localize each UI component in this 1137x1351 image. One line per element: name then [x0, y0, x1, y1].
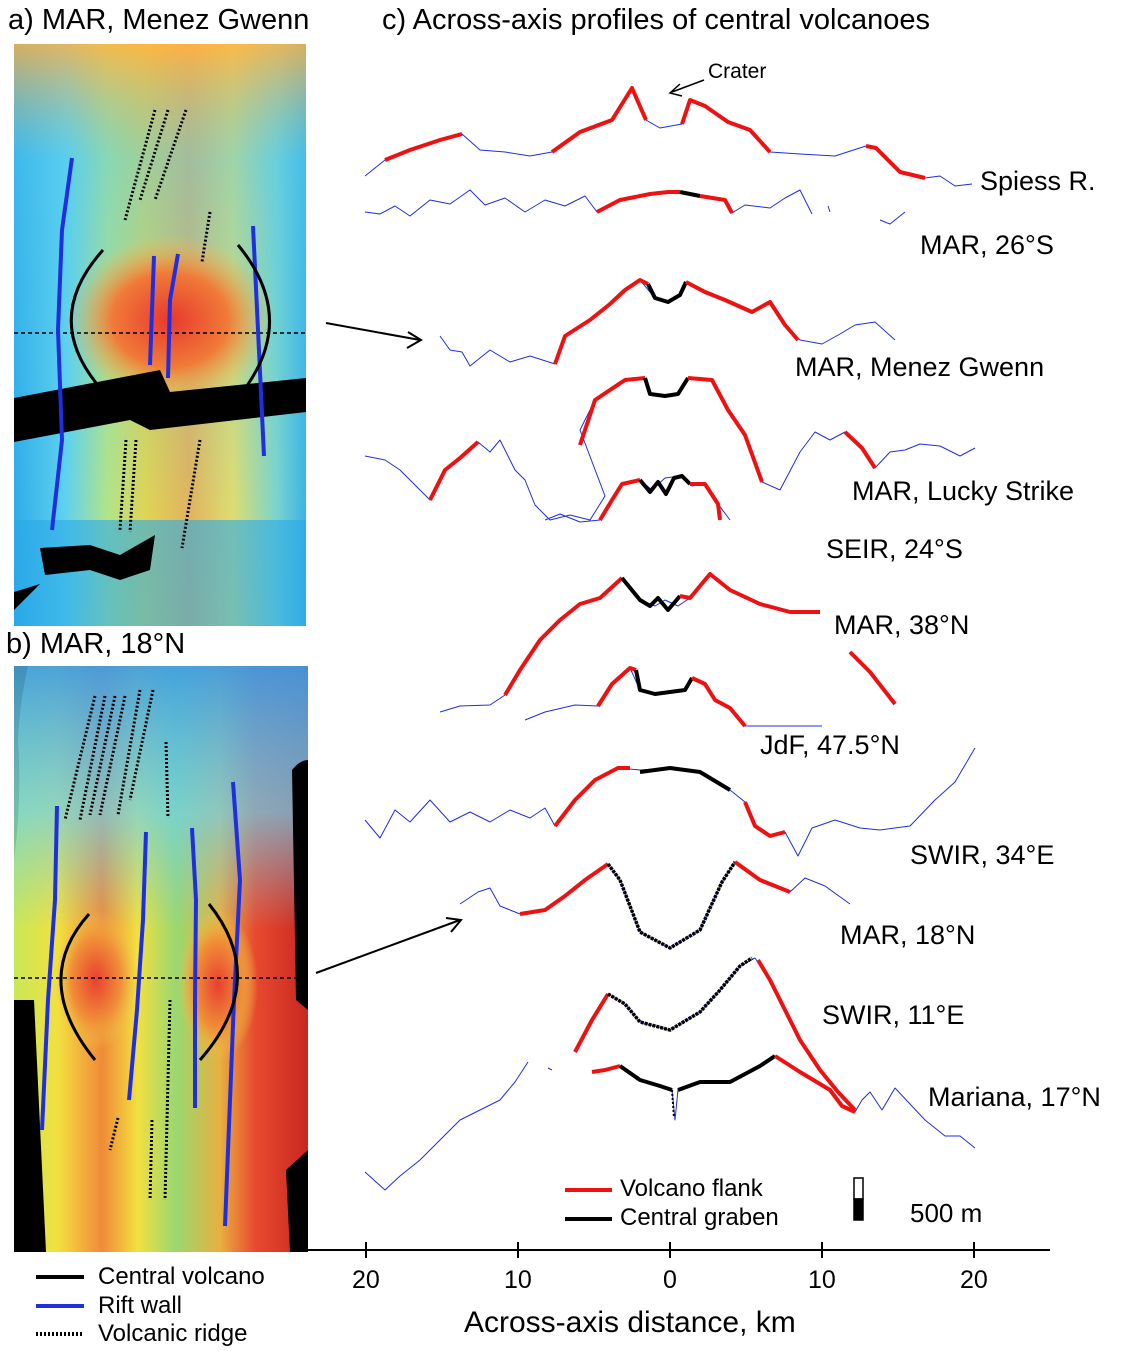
panel-c-title: c) Across-axis profiles of central volca…	[382, 4, 930, 36]
profile-label: MAR, Lucky Strike	[852, 476, 1075, 506]
scale-bar-label: 500 m	[910, 1198, 983, 1228]
crater-label: Crater	[708, 60, 767, 83]
arrow-map-a-to-profile	[325, 322, 423, 349]
panel-b-title: b) MAR, 18°N	[6, 628, 186, 660]
legend-volcanic-ridge-label: Volcanic ridge	[98, 1320, 248, 1347]
profile-menez-gwenn	[439, 278, 896, 367]
x-tick-label: 10	[504, 1266, 532, 1294]
profile-jdf-47-5n	[524, 666, 822, 728]
profile-swir-34e	[364, 747, 976, 857]
crater-annotation	[668, 79, 705, 97]
arrow-map-b-to-profile	[315, 917, 463, 974]
profile-spiess	[364, 86, 973, 187]
profile-label: Spiess R.	[980, 166, 1096, 196]
profile-label: SWIR, 34°E	[910, 840, 1055, 870]
profile-label: MAR, 38°N	[834, 610, 970, 640]
map-b-mar-18n	[14, 666, 308, 1252]
x-tick-label: 10	[808, 1266, 836, 1294]
profile-mar-38n	[439, 572, 897, 713]
profile-seir-24s	[544, 474, 731, 523]
profile-label: MAR, 26°S	[920, 230, 1054, 260]
x-axis	[308, 1242, 1050, 1258]
legend-flank-label: Volcano flank	[620, 1175, 763, 1202]
panel-a-title: a) MAR, Menez Gwenn	[8, 4, 310, 36]
profile-lucky-strike	[364, 376, 976, 521]
x-tick-label: 0	[663, 1266, 677, 1294]
profile-label: MAR, 18°N	[840, 920, 976, 950]
profile-mar-18n	[459, 860, 851, 950]
profile-mar-26s	[364, 189, 906, 225]
profile-label: JdF, 47.5°N	[760, 730, 900, 760]
profile-label: Mariana, 17°N	[928, 1082, 1101, 1112]
profile-label: SEIR, 24°S	[826, 534, 963, 564]
legend-central-volcano-label: Central volcano	[98, 1263, 265, 1290]
profile-mariana-17n	[364, 1054, 976, 1191]
x-tick-label: 20	[352, 1266, 380, 1294]
profile-swir-11e	[573, 956, 857, 1112]
profile-label: MAR, Menez Gwenn	[795, 352, 1045, 382]
legend-graben-label: Central graben	[620, 1204, 779, 1231]
scale-bar	[853, 1177, 864, 1221]
profile-label: SWIR, 11°E	[822, 1000, 965, 1030]
map-a-menez-gwenn	[14, 44, 306, 626]
x-tick-label: 20	[960, 1266, 988, 1294]
x-axis-title: Across-axis distance, km	[464, 1306, 796, 1339]
legend-rift-wall-label: Rift wall	[98, 1292, 183, 1319]
